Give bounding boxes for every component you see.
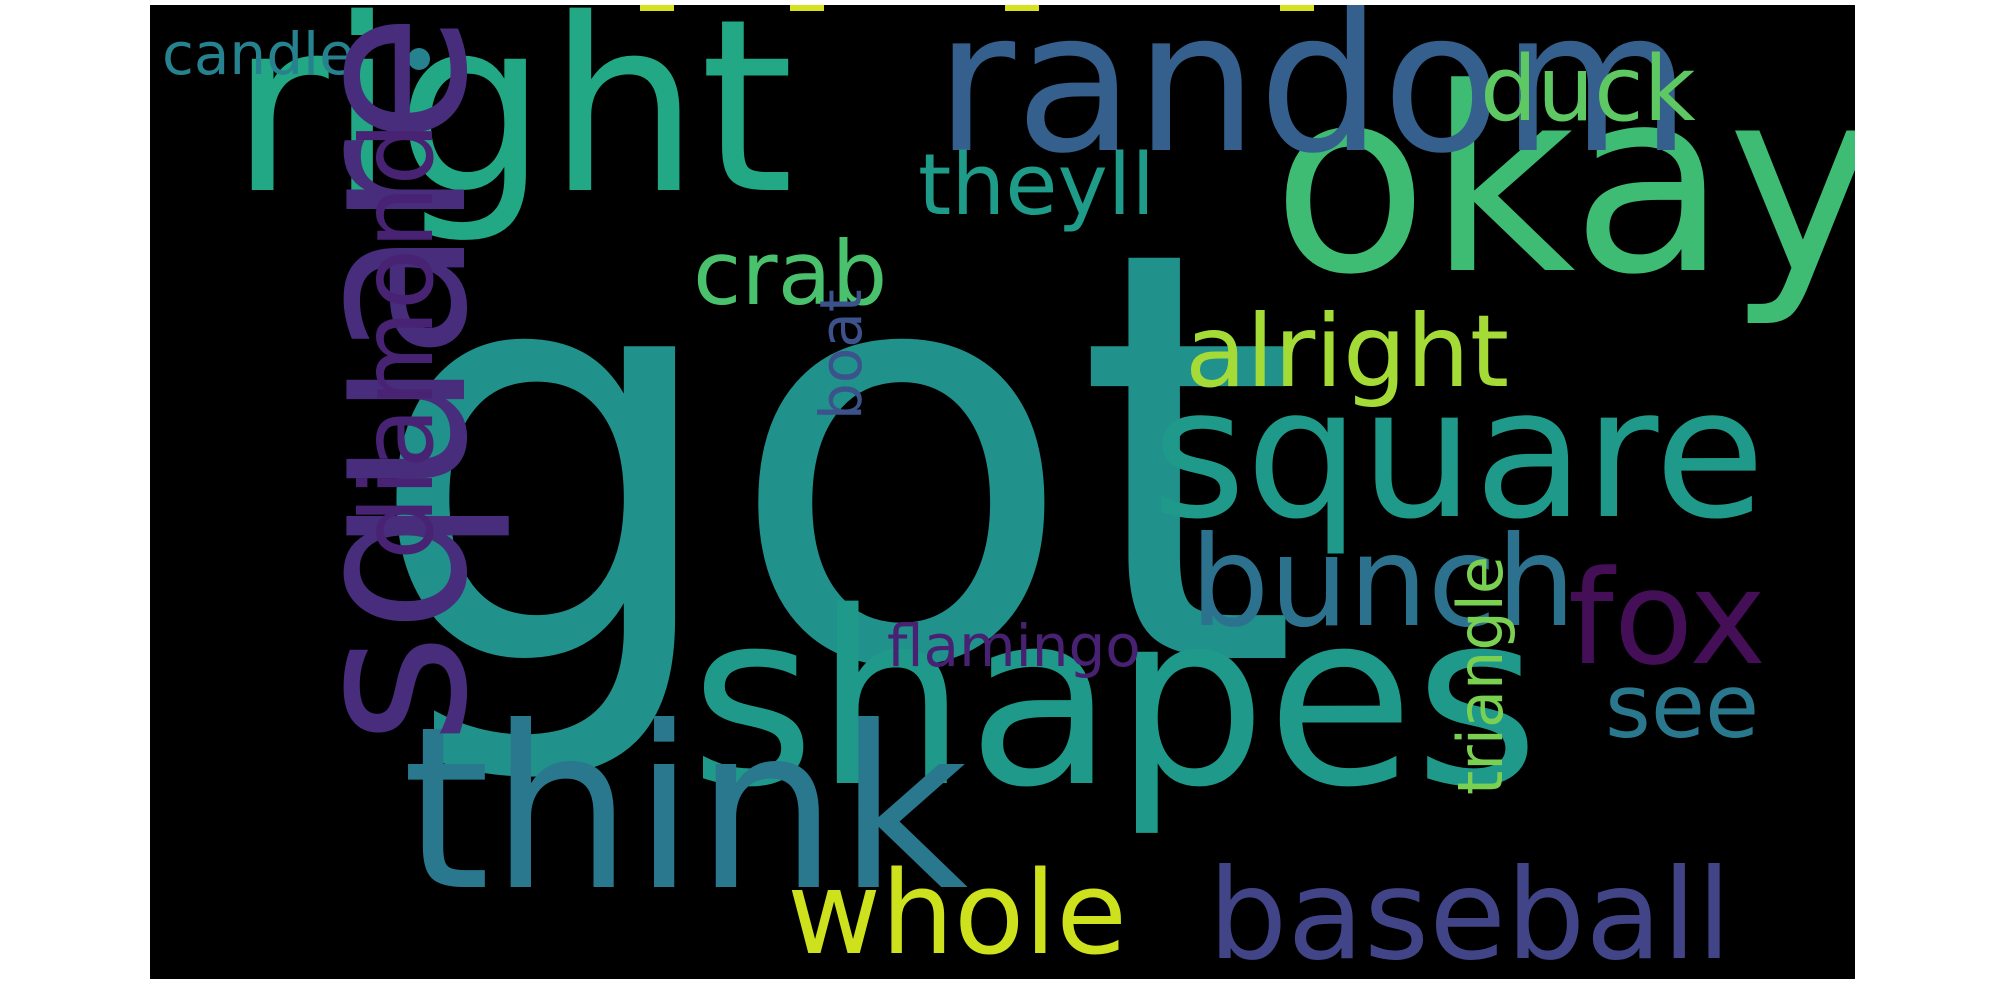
word-theyll: theyll bbox=[918, 136, 1156, 235]
word-diamond: diamond bbox=[339, 122, 456, 560]
clipped-word-dot bbox=[408, 48, 430, 70]
word-boat: boat bbox=[807, 289, 875, 420]
word-whole: whole bbox=[787, 847, 1128, 979]
word-bunch: bunch bbox=[1190, 510, 1576, 655]
clipped-word-fragment bbox=[790, 5, 824, 11]
clipped-word-fragment bbox=[1005, 5, 1039, 11]
word-cloud-canvas: got shapes okay right square random thin… bbox=[150, 5, 1855, 979]
word-duck: duck bbox=[1480, 37, 1696, 142]
word-think: random bbox=[935, 5, 1692, 196]
word-crab: crab bbox=[693, 222, 888, 325]
word-random: square bbox=[1152, 350, 1766, 559]
word-candle: candle bbox=[162, 20, 355, 88]
clipped-word-fragment bbox=[1280, 5, 1314, 11]
word-got: got bbox=[365, 130, 1300, 793]
word-alright: alright bbox=[1185, 293, 1510, 410]
word-right: right bbox=[230, 5, 794, 247]
word-see: see bbox=[1605, 655, 1760, 758]
word-shapes: shapes bbox=[690, 560, 1540, 840]
word-baseball: baseball bbox=[1208, 843, 1732, 979]
word-ok: think bbox=[402, 679, 969, 941]
word-triangle: triangle bbox=[1444, 555, 1517, 795]
word-flamingo: flamingo bbox=[887, 612, 1141, 680]
word-okay: okay bbox=[1272, 34, 1855, 331]
word-fox: fox bbox=[1568, 542, 1767, 694]
clipped-word-fragment bbox=[640, 5, 674, 11]
